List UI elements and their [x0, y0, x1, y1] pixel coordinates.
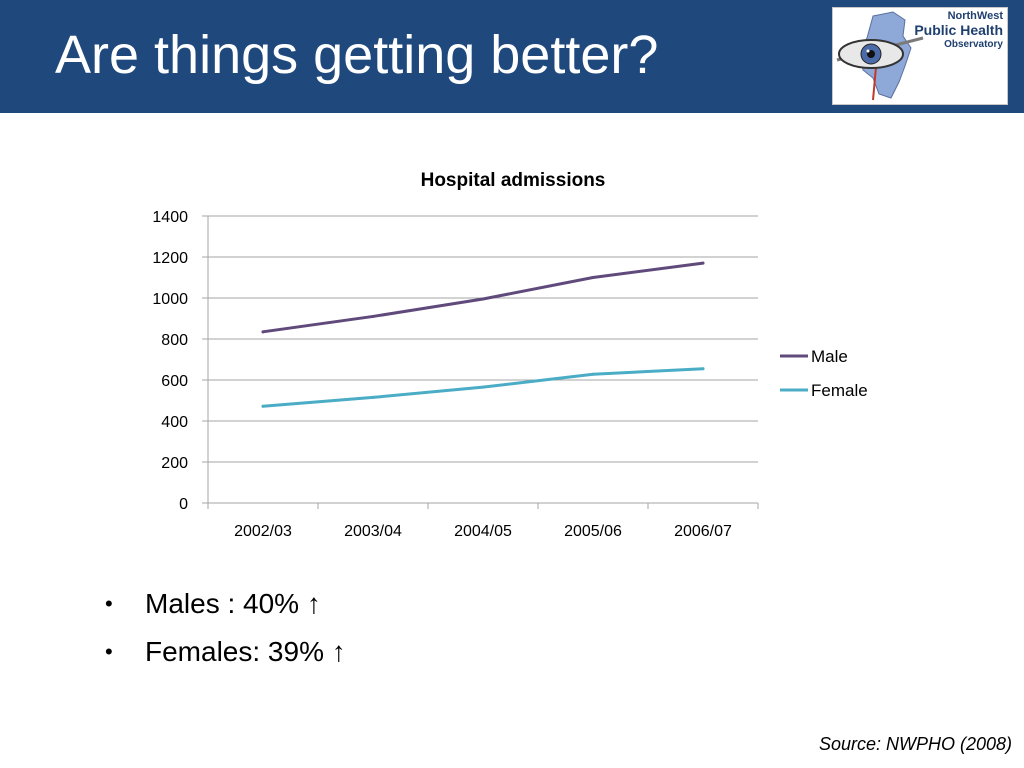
y-tick-label: 1000	[152, 291, 188, 308]
legend-label-female: Female	[811, 381, 868, 400]
eye-map-icon	[836, 11, 924, 101]
y-tick-label: 200	[161, 455, 188, 472]
source-note: Source: NWPHO (2008)	[818, 734, 1012, 754]
y-tick-label: 400	[161, 414, 188, 431]
page-title: Are things getting better?	[55, 25, 659, 85]
bullet-item-females: • Females: 39% ↑	[105, 628, 705, 676]
bullet-item-males: • Males : 40% ↑	[105, 580, 705, 628]
data-point-male	[261, 330, 265, 334]
logo: NorthWest Public Health Observatory	[832, 7, 1008, 105]
logo-line-1: NorthWest	[947, 10, 1003, 22]
y-tick-label: 1400	[152, 209, 188, 226]
y-tick-label: 1200	[152, 250, 188, 267]
data-point-male	[701, 261, 705, 265]
x-tick-label: 2006/07	[674, 523, 732, 540]
x-tick-label: 2005/06	[564, 523, 622, 540]
data-point-female	[371, 395, 375, 399]
chart-area: Hospital admissions 0 200 400 600 800 1000 1200…	[120, 160, 910, 560]
x-tick-label: 2002/03	[234, 523, 292, 540]
legend-label-male: Male	[811, 347, 848, 366]
data-point-female	[591, 372, 595, 376]
x-tick-label: 2004/05	[454, 523, 512, 540]
hospital-admissions-chart: Hospital admissions 0 200 400 600 800 1000 1200…	[152, 170, 868, 540]
data-point-female	[701, 367, 705, 371]
data-point-male	[371, 314, 375, 318]
chart-title: Hospital admissions	[421, 170, 606, 191]
y-tick-label: 0	[179, 496, 188, 513]
data-point-female	[261, 404, 265, 408]
series-line-male	[261, 261, 705, 334]
data-point-male	[591, 276, 595, 279]
y-tick-label: 600	[161, 373, 188, 390]
data-point-male	[481, 297, 485, 301]
bullet-text: Females: 39% ↑	[145, 636, 346, 667]
data-point-female	[481, 385, 485, 389]
bullet-list: • Males : 40% ↑ • Females: 39% ↑	[105, 580, 705, 676]
logo-line-3: Observatory	[944, 39, 1003, 50]
bullet-marker: •	[105, 591, 113, 616]
slide-header: Are things getting better? NorthWest Pub…	[0, 0, 1024, 113]
logo-line-2: Public Health	[914, 22, 1003, 38]
bullet-text: Males : 40% ↑	[145, 588, 321, 619]
x-tick-label: 2003/04	[344, 523, 402, 540]
y-tick-label: 800	[161, 332, 188, 349]
bullet-marker: •	[105, 639, 113, 664]
